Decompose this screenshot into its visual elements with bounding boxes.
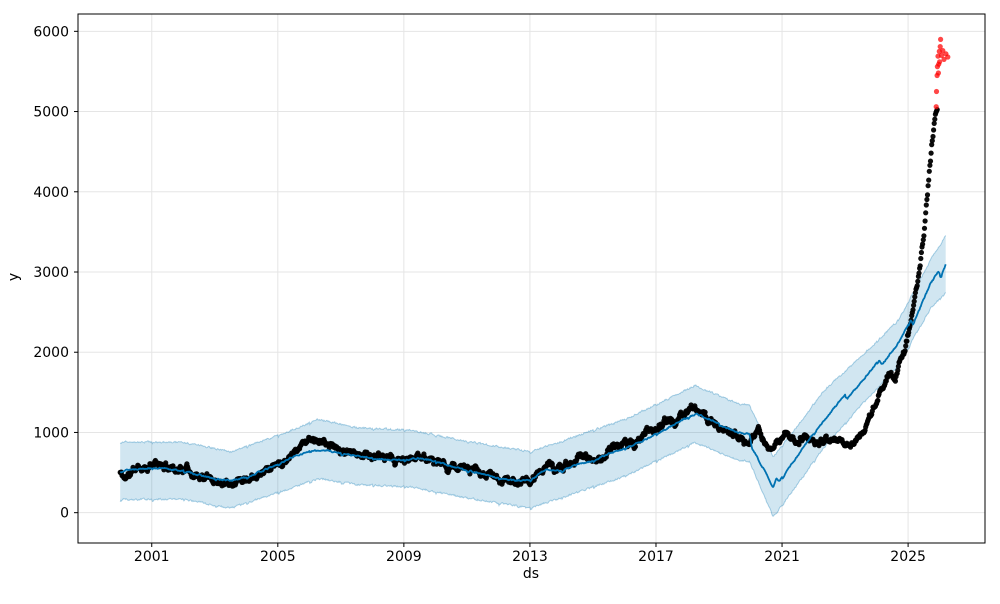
y-tick-label: 0 xyxy=(60,506,69,522)
actual-point xyxy=(920,241,926,247)
x-tick-label: 2021 xyxy=(764,549,800,565)
actual-point xyxy=(926,177,932,183)
actual-point xyxy=(924,192,931,198)
plot-frame xyxy=(77,13,986,544)
anomaly-point xyxy=(938,52,945,59)
actual-point xyxy=(925,183,931,189)
actual-point xyxy=(931,120,937,126)
y-tick-label: 3000 xyxy=(33,265,69,281)
actual-point xyxy=(903,343,909,349)
y-tick-label: 4000 xyxy=(33,185,69,201)
actual-point xyxy=(923,210,929,216)
x-tick-label: 2025 xyxy=(890,549,926,565)
y-axis-label: y xyxy=(6,273,22,281)
x-tick-label: 2001 xyxy=(134,549,170,565)
actual-point xyxy=(928,150,934,156)
anomaly-point xyxy=(941,56,947,63)
actual-point xyxy=(921,233,927,239)
actual-point xyxy=(922,218,928,224)
y-tick-label: 5000 xyxy=(33,105,69,121)
y-tick-label: 6000 xyxy=(33,24,69,40)
actual-point xyxy=(921,225,928,231)
actual-point xyxy=(918,255,924,262)
actual-point xyxy=(920,237,926,243)
actual-point xyxy=(895,363,902,369)
actual-point xyxy=(931,127,937,133)
band-upper-edge xyxy=(119,235,947,458)
actual-point xyxy=(910,307,916,313)
anomaly-point xyxy=(933,88,940,95)
y-tick-label: 1000 xyxy=(33,425,69,441)
actual-point xyxy=(917,263,923,269)
actual-point xyxy=(904,338,910,344)
anomaly-point xyxy=(935,70,942,76)
yhat-line xyxy=(119,264,947,488)
y-tick-label: 2000 xyxy=(33,345,69,361)
forecast-line xyxy=(119,264,947,488)
actual-point xyxy=(642,431,648,437)
axis-ticks: 2001 2005 2009 2013 2017 2021 2025 0 1000 2000 300… xyxy=(33,24,926,565)
actual-point xyxy=(911,298,917,304)
actual-point xyxy=(929,138,935,144)
actual-point xyxy=(875,397,881,404)
actual-point xyxy=(926,168,932,174)
actual-point xyxy=(892,378,899,384)
anomaly-point xyxy=(940,48,946,54)
actual-point xyxy=(912,294,918,300)
x-tick-label: 2017 xyxy=(638,549,674,565)
actual-point xyxy=(932,116,938,122)
actual-point xyxy=(895,367,901,373)
actual-point xyxy=(927,162,933,168)
axes-frame xyxy=(77,13,986,544)
anomaly-point xyxy=(937,59,943,65)
x-tick-label: 2013 xyxy=(512,549,548,565)
actual-point xyxy=(911,302,917,308)
actual-point xyxy=(927,158,934,164)
anomaly-point xyxy=(945,54,951,60)
anomaly-points xyxy=(933,36,951,110)
actual-point xyxy=(918,249,925,256)
x-tick-label: 2005 xyxy=(260,549,296,565)
x-tick-label: 2009 xyxy=(386,549,422,565)
actual-point xyxy=(916,270,922,276)
anomaly-point xyxy=(938,36,944,43)
actual-point xyxy=(930,133,936,140)
x-axis-label: ds xyxy=(523,566,539,582)
actual-point xyxy=(915,278,921,284)
actual-point xyxy=(914,283,920,289)
grid-lines xyxy=(78,14,985,543)
actual-point xyxy=(702,409,708,415)
actual-point xyxy=(929,142,935,148)
anomaly-point xyxy=(933,104,939,110)
actual-point xyxy=(923,202,929,208)
actual-point xyxy=(924,196,930,203)
anomaly-point xyxy=(937,44,943,50)
actual-point xyxy=(902,348,908,354)
band-lower-edge xyxy=(119,292,946,517)
